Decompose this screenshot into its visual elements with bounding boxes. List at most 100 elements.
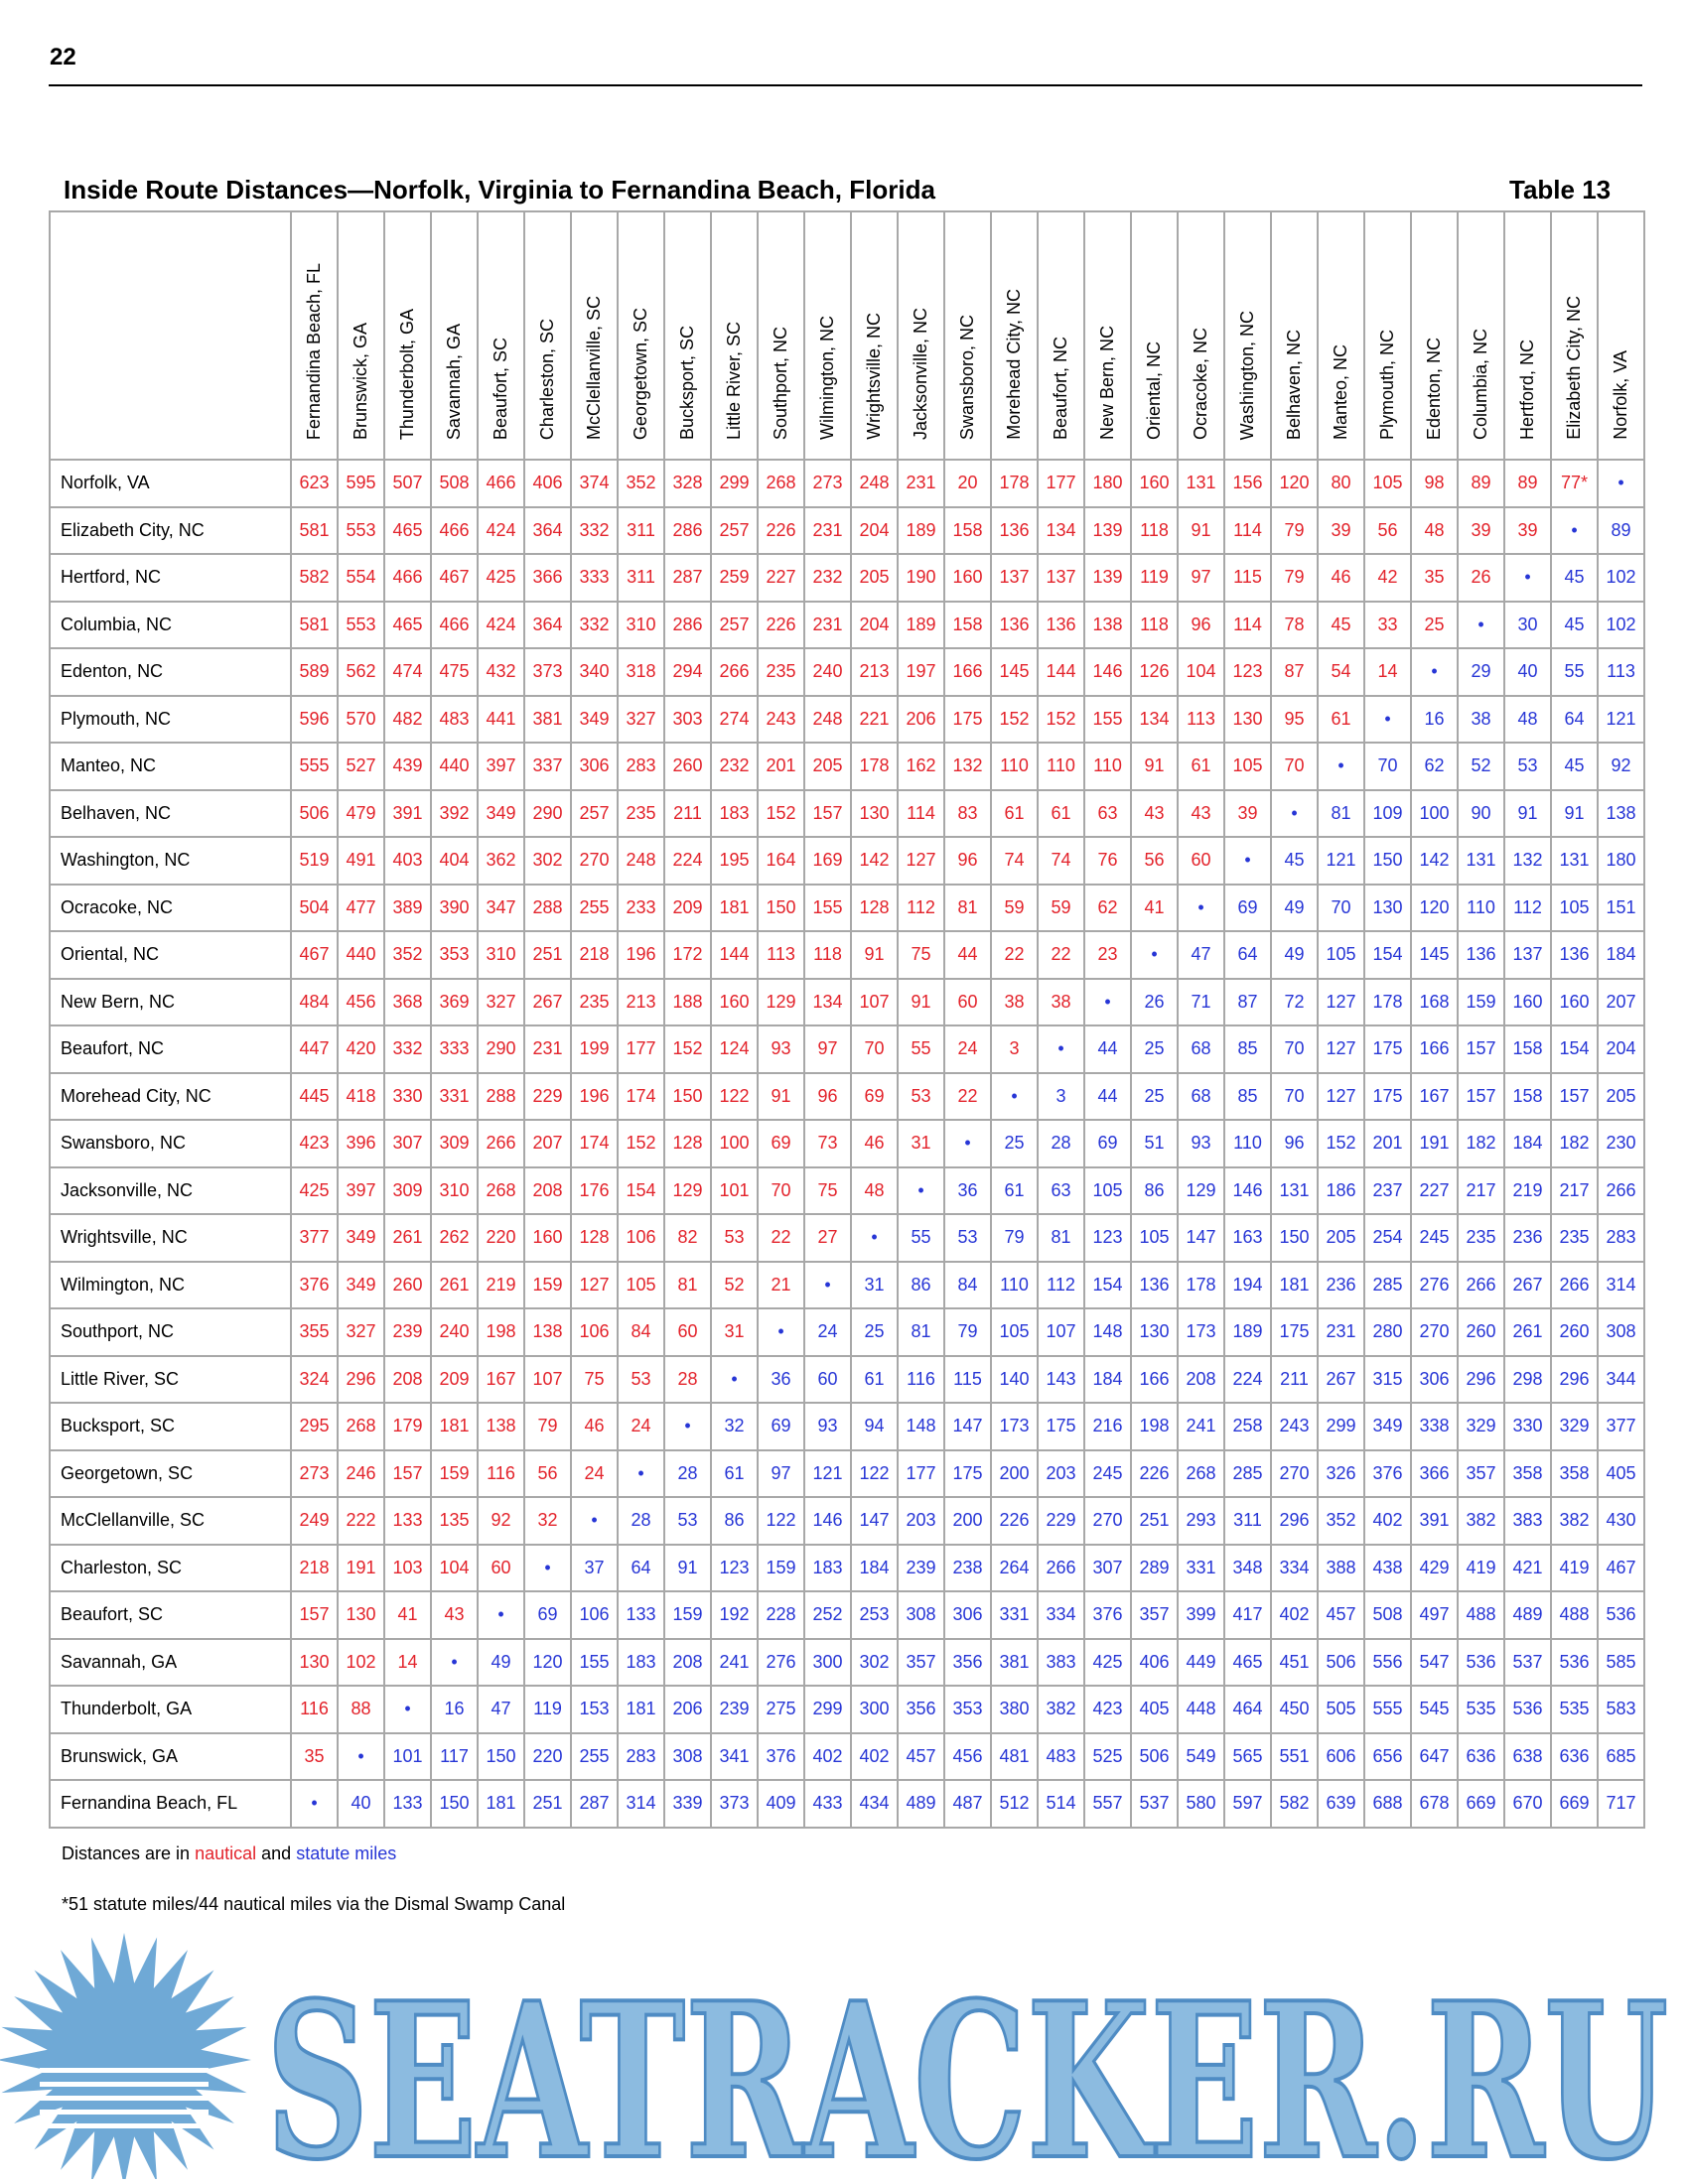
distance-cell: 355 [290, 1307, 339, 1357]
distance-cell: 37 [570, 1543, 619, 1592]
distance-cell: 260 [1550, 1307, 1599, 1357]
distance-cell: 382 [1037, 1685, 1085, 1734]
distance-cell: 176 [570, 1165, 619, 1215]
distance-cell: 203 [1037, 1448, 1085, 1498]
distance-cell: 349 [1363, 1402, 1412, 1451]
row-name: Jacksonville, NC [49, 1165, 292, 1215]
distance-cell: 166 [1130, 1354, 1179, 1404]
distance-cell: 337 [523, 742, 572, 791]
distance-cell: 47 [1177, 930, 1225, 980]
distance-cell: 535 [1550, 1685, 1599, 1734]
distance-cell: 236 [1317, 1260, 1365, 1309]
distance-cell: 466 [430, 505, 479, 555]
distance-cell: 348 [1223, 1543, 1272, 1592]
distance-cell: 159 [430, 1448, 479, 1498]
column-header: Wrightsville, NC [850, 210, 899, 461]
distance-cell: 240 [803, 647, 852, 697]
distance-cell: 69 [523, 1590, 572, 1640]
distance-cell: 555 [290, 742, 339, 791]
distance-cell: 349 [337, 1213, 385, 1263]
distance-cell: 678 [1410, 1779, 1459, 1829]
distance-cell: 445 [290, 1071, 339, 1121]
distance-cell: 264 [990, 1543, 1039, 1592]
column-name: Washington, NC [1237, 310, 1257, 440]
distance-cell: 448 [1177, 1685, 1225, 1734]
distance-cell: 97 [803, 1024, 852, 1074]
distance-cell: • [1457, 600, 1505, 649]
distance-cell: • [1410, 647, 1459, 697]
distance-cell: 41 [1130, 883, 1179, 932]
column-name: Columbia, NC [1471, 328, 1490, 440]
distance-cell: 274 [710, 694, 759, 744]
column-header: Plymouth, NC [1363, 210, 1412, 461]
distance-cell: 112 [1037, 1260, 1085, 1309]
row-name: Plymouth, NC [49, 694, 292, 744]
distance-cell: 70 [850, 1024, 899, 1074]
distance-cell: 142 [1410, 836, 1459, 886]
distance-cell: 226 [1130, 1448, 1179, 1498]
distance-cell: 53 [617, 1354, 665, 1404]
distance-cell: 157 [383, 1448, 432, 1498]
distance-cell: 381 [523, 694, 572, 744]
distance-cell: 211 [663, 788, 712, 838]
column-name: Georgetown, SC [631, 307, 650, 440]
distance-cell: 333 [430, 1024, 479, 1074]
distance-cell: 31 [897, 1119, 945, 1168]
distance-cell: 231 [1317, 1307, 1365, 1357]
distance-cell: 268 [1177, 1448, 1225, 1498]
distance-cell: • [897, 1165, 945, 1215]
distance-cell: 39 [1457, 505, 1505, 555]
distance-cell: 94 [850, 1402, 899, 1451]
distance-cell: 60 [803, 1354, 852, 1404]
sun-stripe [40, 2096, 209, 2101]
distance-cell: 181 [710, 883, 759, 932]
distance-cell: 262 [430, 1213, 479, 1263]
distance-cell: 46 [1317, 553, 1365, 603]
footnote: *51 statute miles/44 nautical miles via … [62, 1894, 566, 1914]
distance-cell: 357 [1130, 1590, 1179, 1640]
distance-cell: 456 [337, 977, 385, 1026]
distance-cell: 169 [803, 836, 852, 886]
distance-cell: 45 [1550, 600, 1599, 649]
table-row: Edenton, NC 589 562 474 475 432 373 340 318 294 26… [49, 647, 1645, 697]
distance-cell: 374 [570, 459, 619, 508]
distance-cell: 105 [1317, 930, 1365, 980]
distance-cell: 327 [477, 977, 525, 1026]
distance-cell: 48 [1503, 694, 1552, 744]
distance-cell: 122 [757, 1496, 805, 1546]
distance-cell: 91 [1130, 742, 1179, 791]
distance-cell: 537 [1503, 1637, 1552, 1687]
distance-cell: 224 [663, 836, 712, 886]
distance-cell: 48 [850, 1165, 899, 1215]
distance-cell: • [990, 1071, 1039, 1121]
column-header: Savannah, GA [430, 210, 479, 461]
row-name: Beaufort, NC [49, 1024, 292, 1074]
column-name: Wrightsville, NC [864, 313, 884, 440]
distance-cell: 70 [1270, 1071, 1319, 1121]
distance-cell: 438 [1363, 1543, 1412, 1592]
column-header: Wilmington, NC [803, 210, 852, 461]
distance-cell: • [1597, 459, 1645, 508]
distance-cell: 421 [1503, 1543, 1552, 1592]
distance-cell: 326 [1317, 1448, 1365, 1498]
distance-cell: • [1550, 505, 1599, 555]
column-name: Savannah, GA [444, 323, 464, 440]
distance-cell: 70 [1270, 1024, 1319, 1074]
distance-cell: 237 [1363, 1165, 1412, 1215]
distance-cell: 116 [290, 1685, 339, 1734]
distance-cell: 425 [290, 1165, 339, 1215]
distance-cell: 296 [337, 1354, 385, 1404]
distance-cell: 557 [1083, 1779, 1132, 1829]
distance-cell: 226 [757, 600, 805, 649]
distance-cell: 219 [477, 1260, 525, 1309]
table-row: Thunderbolt, GA 116 88 • 16 47 119 153 181 206 239… [49, 1685, 1645, 1734]
distance-cell: 555 [1363, 1685, 1412, 1734]
column-header: Charleston, SC [523, 210, 572, 461]
distance-cell: 243 [1270, 1402, 1319, 1451]
distance-cell: 276 [757, 1637, 805, 1687]
distance-cell: 159 [1457, 977, 1505, 1026]
distance-cell: 123 [710, 1543, 759, 1592]
distance-cell: 227 [1410, 1165, 1459, 1215]
distance-cell: 257 [710, 505, 759, 555]
distance-cell: 23 [1083, 930, 1132, 980]
